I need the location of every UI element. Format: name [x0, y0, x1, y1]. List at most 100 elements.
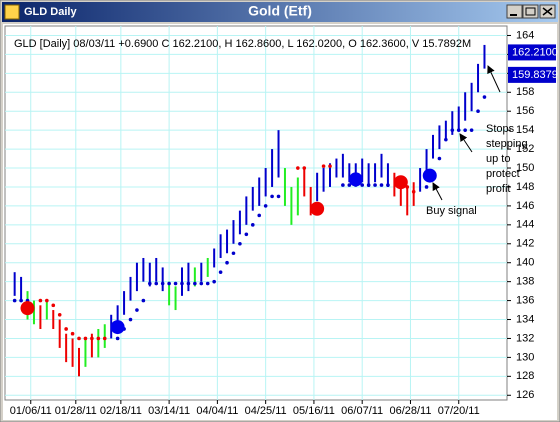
stop-dot [212, 279, 216, 284]
x-tick-label: 03/14/11 [148, 405, 190, 417]
stop-dot [386, 183, 390, 187]
stop-dot [476, 109, 480, 114]
chart-title: Gold (Etf) [248, 3, 312, 19]
stop-dot [373, 183, 377, 187]
stop-dot [411, 189, 416, 194]
y-tick-label: 164 [516, 29, 534, 41]
y-tick-label: 128 [516, 370, 534, 382]
y-tick-label: 132 [516, 332, 534, 344]
title-bar [2, 2, 558, 22]
annotation-text: profit [486, 183, 510, 195]
annotation-arrow [432, 182, 443, 201]
stop-dot [12, 298, 17, 303]
close-glyph [542, 7, 553, 16]
stop-dot [482, 95, 487, 99]
grid [5, 26, 507, 400]
window-buttons[interactable] [506, 4, 556, 19]
stop-dot [321, 164, 326, 168]
x-tick-label: 04/25/11 [245, 405, 287, 417]
stop-dot [83, 336, 88, 341]
stop-dot [70, 331, 75, 336]
stop-dot [180, 281, 184, 286]
stop-dot [115, 336, 120, 341]
stop-dot [154, 281, 159, 286]
stop-dot [167, 281, 171, 286]
stop-dot [205, 281, 210, 286]
y-tick-label: 146 [516, 200, 534, 212]
stop-dot [263, 204, 268, 208]
annotation-text: Stops [486, 123, 515, 135]
minimize-button[interactable] [506, 4, 523, 19]
x-tick-label: 06/28/11 [389, 405, 431, 417]
maximize-button[interactable] [522, 4, 539, 19]
stop-dot [360, 183, 364, 187]
x-tick-label: 02/18/11 [100, 405, 142, 417]
y-tick-label: 158 [516, 86, 534, 98]
stop-dot [128, 317, 133, 322]
stop-dot [199, 281, 204, 286]
stop-dot [45, 298, 49, 303]
annotation-arrow [459, 133, 473, 153]
x-tick-label: 07/20/11 [438, 405, 480, 417]
window-title: GLD Daily [24, 6, 77, 18]
price-marker-label: 159.8379 [512, 69, 558, 81]
info-line: GLD [Daily] 08/03/11 +0.6900 C 162.2100,… [14, 38, 471, 50]
stop-dot [225, 260, 229, 265]
maximize-glyph [525, 7, 536, 16]
axes: 126 128 130 132 134 136 138 140 142 144 146 148 150 1… [10, 29, 558, 417]
stop-dot [102, 336, 107, 341]
y-tick-label: 130 [516, 351, 534, 363]
stop-dot [450, 128, 455, 132]
y-tick-label: 156 [516, 105, 534, 117]
plot-area [4, 25, 508, 401]
annotation-arrow [487, 65, 501, 93]
stop-dot [250, 223, 255, 227]
y-tick-label: 148 [516, 181, 534, 193]
x-tick-label: 04/04/11 [196, 405, 238, 417]
stop-dot [218, 270, 223, 274]
stop-dot [64, 327, 68, 331]
y-tick-label: 152 [516, 143, 534, 155]
app-icon [4, 4, 20, 20]
stop-dot [38, 298, 43, 303]
stop-dot [366, 183, 371, 187]
stop-dot [19, 298, 23, 303]
stop-dot [135, 308, 139, 312]
x-tick-label: 05/16/11 [293, 405, 335, 417]
y-tick-label: 144 [516, 219, 534, 231]
stop-dot [456, 128, 461, 132]
stop-dot [90, 336, 94, 341]
signal-dot [393, 175, 408, 190]
x-tick-label: 01/28/11 [55, 405, 97, 417]
y-tick-label: 154 [516, 124, 534, 136]
stop-dot [244, 232, 249, 237]
signal-dot [110, 320, 125, 335]
stop-dot [57, 312, 62, 317]
stop-dot [193, 281, 197, 286]
stop-dot [296, 166, 300, 170]
stop-dot [238, 241, 242, 246]
price-marker-label: 162.2100 [512, 46, 558, 58]
stop-dot [424, 185, 429, 189]
stop-dot [51, 303, 56, 308]
stop-dot [437, 156, 442, 161]
annotation-text: protect [486, 168, 520, 180]
stop-dot [257, 213, 262, 218]
signal-dot [422, 168, 437, 183]
stop-dot [77, 336, 81, 341]
stop-dot [347, 183, 352, 187]
stop-dot [379, 183, 384, 187]
y-tick-label: 142 [516, 238, 534, 250]
stop-dot [160, 281, 165, 286]
stop-dot [328, 164, 332, 168]
stop-dot [231, 251, 236, 256]
marks [12, 44, 487, 377]
stop-dot [186, 281, 191, 286]
stop-dot [444, 137, 448, 142]
annotation-text: stepping [486, 138, 528, 150]
stop-dot [276, 194, 281, 199]
stop-dot [173, 281, 178, 286]
y-tick-label: 150 [516, 162, 534, 174]
stops-annotation: Stops stepping up to protect profit [459, 65, 528, 195]
